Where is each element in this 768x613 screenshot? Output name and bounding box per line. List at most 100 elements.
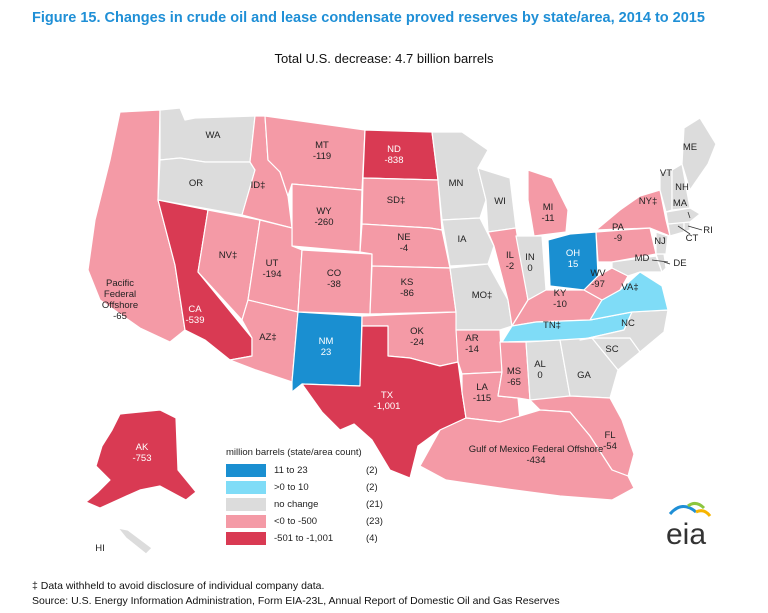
- legend-count: (4): [366, 533, 378, 544]
- region-label-ms: MS: [507, 366, 521, 377]
- region-label-ok: OK: [410, 326, 424, 337]
- region-label-in: IN: [525, 252, 535, 263]
- region-hi: [117, 527, 153, 555]
- source-footnote: Source: U.S. Energy Information Administ…: [32, 595, 560, 607]
- legend-swatch: [226, 515, 266, 528]
- region-label-la: LA: [476, 382, 488, 393]
- region-label-az: AZ‡: [259, 332, 276, 343]
- legend-label: >0 to 10: [274, 482, 309, 493]
- region-label-tx: TX: [381, 390, 394, 401]
- region-value-ok: -24: [410, 337, 424, 348]
- legend-swatch: [226, 498, 266, 511]
- region-label-wi: WI: [494, 196, 506, 207]
- region-ny: [595, 189, 671, 237]
- region-label-sc: SC: [605, 344, 618, 355]
- legend-count: (2): [366, 482, 378, 493]
- region-label-nm: NM: [319, 336, 334, 347]
- region-label-ia: IA: [458, 234, 468, 245]
- region-label-vt: VT: [660, 168, 672, 179]
- region-value-ak: -753: [132, 453, 151, 464]
- legend-label: 11 to 23: [274, 465, 308, 476]
- region-label-fl: FL: [604, 430, 615, 441]
- legend-count: (23): [366, 516, 383, 527]
- region-nh: [671, 163, 691, 211]
- region-label-tn: TN‡: [543, 320, 561, 331]
- region-value-mt: -119: [313, 151, 331, 162]
- region-value-pacific: -65: [113, 311, 127, 322]
- region-mi: [527, 169, 569, 237]
- withheld-footnote: ‡ Data withheld to avoid disclosure of i…: [32, 580, 325, 592]
- region-label-pacific: Pacific Federal Offshore: [102, 278, 138, 311]
- region-ak: [85, 409, 197, 509]
- region-label-nj: NJ: [654, 236, 666, 247]
- region-label-me: ME: [683, 142, 697, 153]
- region-label-nd: ND: [387, 144, 401, 155]
- region-value-ks: -86: [400, 288, 414, 299]
- eia-logo-text: eia: [666, 518, 706, 550]
- region-label-mn: MN: [449, 178, 464, 189]
- map-subtitle: Total U.S. decrease: 4.7 billion barrels: [274, 51, 494, 66]
- legend-swatch: [226, 464, 266, 477]
- legend-title: million barrels (state/area count): [226, 447, 362, 458]
- region-value-ms: -65: [507, 377, 521, 388]
- region-labels: WAORCA-539NV‡ID‡MT-119WY-260UT-194AZ‡CO-…: [95, 130, 713, 554]
- region-mo: [449, 263, 513, 331]
- region-label-pa: PA: [612, 222, 625, 233]
- leader-lines: [651, 211, 703, 265]
- region-value-oh: 15: [568, 259, 579, 270]
- region-label-ky: KY: [554, 288, 567, 299]
- region-label-ca: CA: [188, 304, 202, 315]
- region-value-il: -2: [506, 261, 514, 272]
- region-label-or: OR: [189, 178, 203, 189]
- legend-label: <0 to -500: [274, 516, 318, 527]
- region-label-sd: SD‡: [387, 195, 405, 206]
- region-label-il: IL: [506, 250, 514, 261]
- region-label-ny: NY‡: [639, 196, 657, 207]
- region-value-ut: -194: [262, 269, 281, 280]
- region-value-wv: -97: [591, 279, 605, 290]
- region-label-co: CO: [327, 268, 341, 279]
- region-label-md: MD: [635, 253, 650, 264]
- region-label-nh: NH: [675, 182, 689, 193]
- region-label-wa: WA: [206, 130, 222, 141]
- region-value-ca: -539: [185, 315, 204, 326]
- region-value-co: -38: [327, 279, 341, 290]
- region-label-nc: NC: [621, 318, 635, 329]
- eia-logo-icon: eia: [650, 500, 722, 551]
- region-me: [681, 117, 717, 191]
- region-nc: [579, 309, 669, 353]
- region-label-ga: GA: [577, 370, 591, 381]
- region-value-ar: -14: [465, 344, 479, 355]
- region-value-ne: -4: [400, 243, 408, 254]
- region-label-ma: MA: [673, 198, 688, 209]
- region-tx: [301, 325, 467, 479]
- region-label-gulf: Gulf of Mexico Federal Offshore: [469, 444, 603, 455]
- region-md: [611, 255, 663, 277]
- region-value-ky: -10: [553, 299, 567, 310]
- region-label-nv: NV‡: [219, 250, 237, 261]
- figure-title: Figure 15. Changes in crude oil and leas…: [32, 10, 705, 26]
- region-label-wv: WV: [590, 268, 606, 279]
- region-label-ak: AK: [136, 442, 149, 453]
- region-value-la: -115: [473, 393, 491, 404]
- region-value-nd: -838: [384, 155, 403, 166]
- region-value-in: 0: [527, 263, 532, 274]
- region-nj: [655, 231, 669, 255]
- region-value-nm: 23: [321, 347, 332, 358]
- region-label-ar: AR: [465, 333, 478, 344]
- region-vt: [659, 169, 673, 213]
- region-label-ne: NE: [397, 232, 410, 243]
- region-label-id: ID‡: [251, 180, 266, 191]
- region-ar: [455, 329, 503, 375]
- region-label-wy: WY: [316, 206, 332, 217]
- legend-swatch: [226, 532, 266, 545]
- legend-count: (21): [366, 499, 383, 510]
- region-label-oh: OH: [566, 248, 580, 259]
- legend-label: -501 to -1,001: [274, 533, 334, 544]
- region-value-fl: -54: [603, 441, 617, 452]
- region-value-wy: -260: [314, 217, 333, 228]
- region-label-de: DE: [673, 258, 686, 269]
- region-label-mo: MO‡: [472, 290, 493, 301]
- region-label-hi: HI: [95, 543, 105, 554]
